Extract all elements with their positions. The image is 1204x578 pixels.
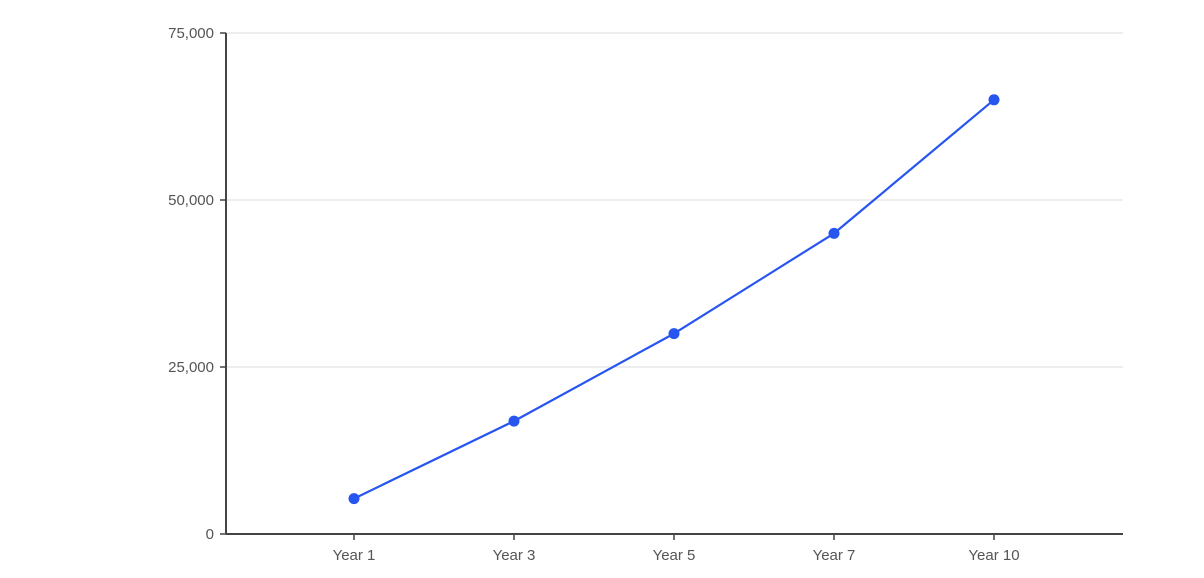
- data-point: [828, 227, 840, 239]
- x-tick-label: Year 5: [653, 547, 696, 564]
- x-tick-label: Year 3: [493, 547, 536, 564]
- axes: [220, 32, 1123, 540]
- data-point: [668, 328, 680, 340]
- x-tick-label: Year 10: [968, 547, 1019, 564]
- x-tick-label: Year 7: [813, 547, 856, 564]
- y-tick-label: 50,000: [168, 192, 214, 209]
- tick-labels: 0 25,000 50,000 75,000 Year 1 Year 3 Year 5 Yea…: [168, 25, 1019, 564]
- x-tick-label: Year 1: [333, 547, 376, 564]
- data-point: [348, 493, 360, 505]
- series-layer: [348, 94, 1000, 505]
- y-tick-label: 0: [206, 526, 214, 543]
- data-point: [988, 94, 1000, 106]
- gridlines: [226, 32, 1123, 368]
- y-tick-label: 75,000: [168, 25, 214, 42]
- y-tick-label: 25,000: [168, 359, 214, 376]
- data-point: [508, 415, 520, 427]
- series-line: [353, 98, 995, 500]
